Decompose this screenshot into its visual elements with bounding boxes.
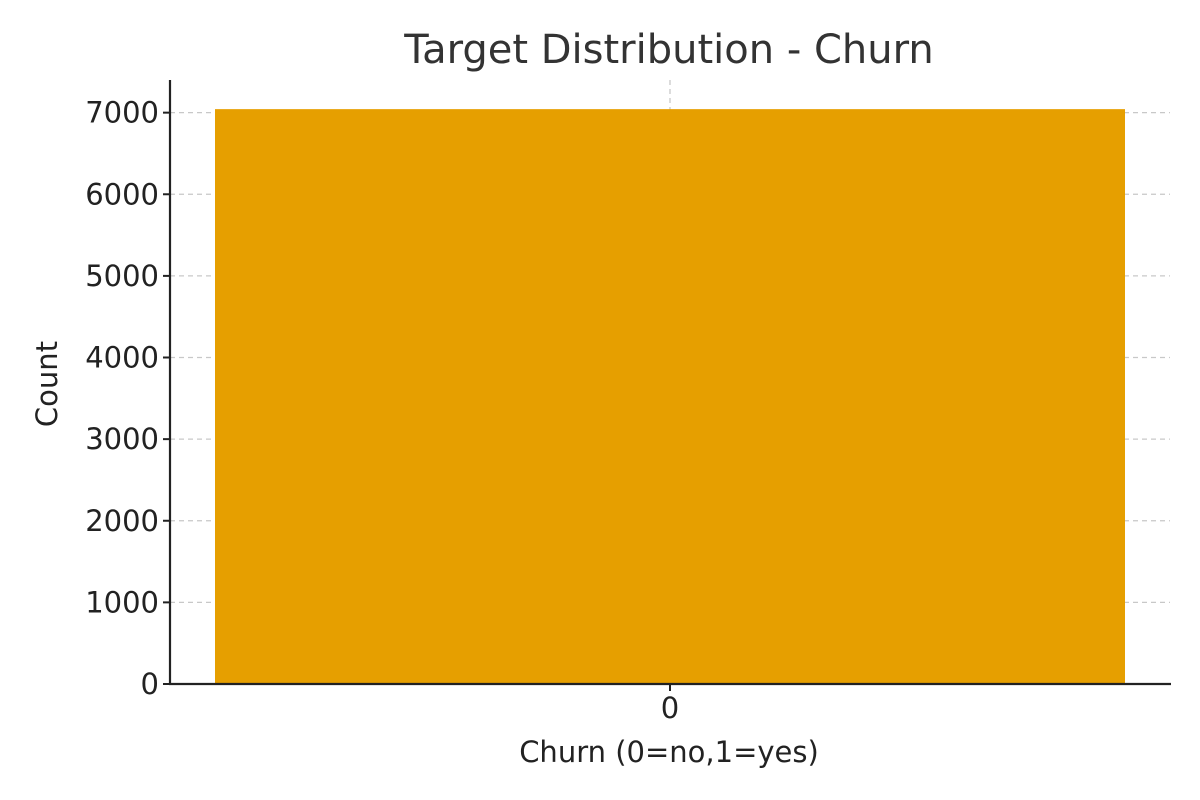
y-axis-label: Count — [30, 341, 64, 427]
y-tick-labels: 0 1000 2000 3000 4000 5000 6000 7000 — [85, 96, 170, 701]
x-tick-labels: 0 — [661, 684, 679, 725]
bars — [215, 109, 1125, 684]
y-tick-label: 0 — [141, 667, 159, 701]
y-tick-label: 5000 — [85, 259, 159, 293]
y-tick-label: 4000 — [85, 341, 159, 375]
y-tick-label: 3000 — [85, 422, 159, 456]
y-tick-label: 2000 — [85, 504, 159, 538]
y-tick-label: 1000 — [85, 585, 159, 619]
chart-title: Target Distribution - Churn — [403, 27, 933, 73]
x-axis-label: Churn (0=no,1=yes) — [519, 735, 819, 769]
y-tick-label: 7000 — [85, 96, 159, 130]
bar-0 — [215, 109, 1125, 684]
y-tick-label: 6000 — [85, 177, 159, 211]
x-tick-label: 0 — [661, 691, 679, 725]
